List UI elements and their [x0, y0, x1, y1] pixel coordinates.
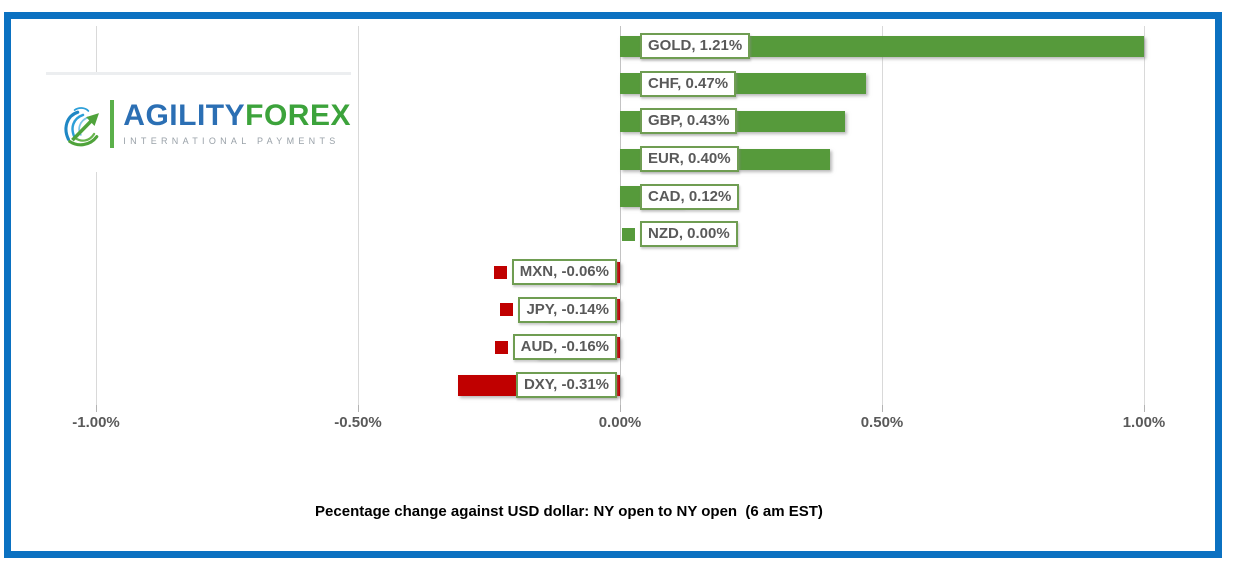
gridline: [881, 26, 883, 405]
bar-label-text: DXY, -0.31%: [515, 372, 617, 399]
axis-tick-label: 0.50%: [860, 414, 904, 431]
legend-key-swatch: [493, 265, 507, 279]
legend-key-swatch: [622, 77, 635, 91]
logo-brand-forex: FOREX: [245, 99, 351, 132]
bar-label-text: MXN, -0.06%: [511, 259, 617, 286]
gridline: [1143, 26, 1145, 405]
gridline: [357, 26, 359, 405]
bar-label-text: CHF, 0.47%: [640, 70, 737, 97]
bar-label-text: GBP, 0.43%: [640, 108, 738, 135]
axis-tick: [881, 405, 883, 412]
zero-axis-line: [619, 26, 621, 405]
axis-tick: [357, 405, 359, 412]
bar-label-aud: AUD, -0.16%: [494, 334, 617, 361]
bar-label-text: EUR, 0.40%: [640, 146, 739, 172]
gridline: [95, 26, 97, 405]
axis-tick-label: -1.00%: [72, 414, 120, 431]
logo-tagline: INTERNATIONAL PAYMENTS: [123, 136, 340, 146]
bar-label-text: CAD, 0.12%: [640, 183, 740, 210]
axis-tick: [1143, 405, 1145, 412]
logo-text-block: AGILITYFOREX INTERNATIONAL PAYMENTS: [123, 101, 351, 147]
bar-label-text: AUD, -0.16%: [512, 334, 617, 361]
legend-key-swatch: [494, 340, 508, 354]
bar-label-nzd: NZD, 0.00%: [622, 221, 738, 248]
bar-label-eur: EUR, 0.40%: [622, 146, 739, 172]
agilityforex-logo: AGILITYFOREX INTERNATIONAL PAYMENTS: [46, 72, 351, 172]
axis-tick: [619, 405, 621, 412]
legend-key-swatch: [622, 39, 635, 53]
chart-title: Pecentage change against USD dollar: NY …: [315, 503, 823, 520]
legend-key-swatch: [622, 152, 635, 166]
logo-brand-agility: AGILITY: [123, 99, 246, 132]
bar-label-gbp: GBP, 0.43%: [622, 108, 738, 135]
legend-key-swatch: [622, 227, 635, 241]
bar-label-text: GOLD, 1.21%: [640, 33, 751, 59]
bar-label-text: NZD, 0.00%: [640, 221, 738, 248]
legend-key-swatch: [622, 114, 635, 128]
axis-tick: [95, 405, 97, 412]
globe-arrow-logo-icon: [64, 106, 99, 146]
axis-tick-label: 0.00%: [598, 414, 642, 431]
legend-key-swatch: [622, 190, 635, 204]
axis-tick-label: -0.50%: [334, 414, 382, 431]
logo-brand: AGILITYFOREX: [123, 101, 351, 131]
bar-label-text: JPY, -0.14%: [518, 296, 617, 323]
bar-label-jpy: JPY, -0.14%: [500, 296, 617, 323]
legend-key-swatch: [497, 378, 511, 392]
bar-label-mxn: MXN, -0.06%: [493, 259, 617, 286]
bar-label-cad: CAD, 0.12%: [622, 183, 740, 210]
bar-label-gold: GOLD, 1.21%: [622, 33, 751, 59]
bar-gold: [620, 35, 1144, 57]
bar-label-dxy: DXY, -0.31%: [497, 372, 617, 399]
legend-key-swatch: [500, 303, 514, 317]
bar-label-chf: CHF, 0.47%: [622, 70, 737, 97]
logo-divider: [110, 99, 115, 148]
axis-tick-label: 1.00%: [1122, 414, 1166, 431]
